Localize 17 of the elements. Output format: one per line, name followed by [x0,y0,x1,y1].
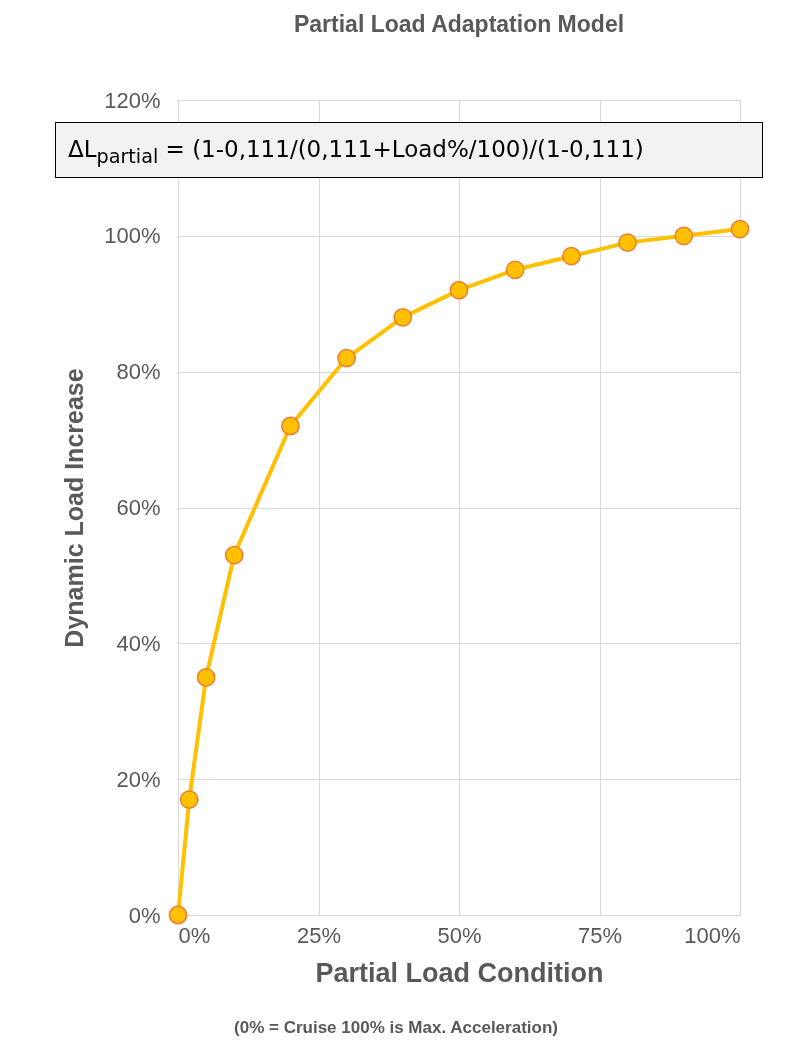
y-tick-label: 60% [116,495,161,520]
text: (0% = Cruise 100% is Max. Acceleration) [233,1018,559,1038]
x-tick-label: 75% [577,922,623,948]
x-tick-label: 25% [296,922,342,948]
x-tick-label: 100% [684,922,741,948]
y-tick-label: 80% [116,359,161,385]
x-tick-label: 0% [178,922,211,948]
y-tick-label: 20% [116,766,161,792]
y-tick-label: 120% [104,87,161,113]
y-tick-label: 0% [128,902,161,928]
y-tick-label: 100% [104,223,161,249]
formula-box: ΔL$_{partial}$ = (1-0,111/(0,111+Load%/100)/(1-0,111) [55,122,763,178]
y-axis-title: Dynamic Load Increase [60,368,89,648]
x-tick-label: 50% [437,922,482,948]
y-tick-label: 40% [116,630,161,656]
x-axis-title: Partial Load Condition [315,957,604,988]
chart-title: Partial Load Adaptation Model [293,11,625,37]
